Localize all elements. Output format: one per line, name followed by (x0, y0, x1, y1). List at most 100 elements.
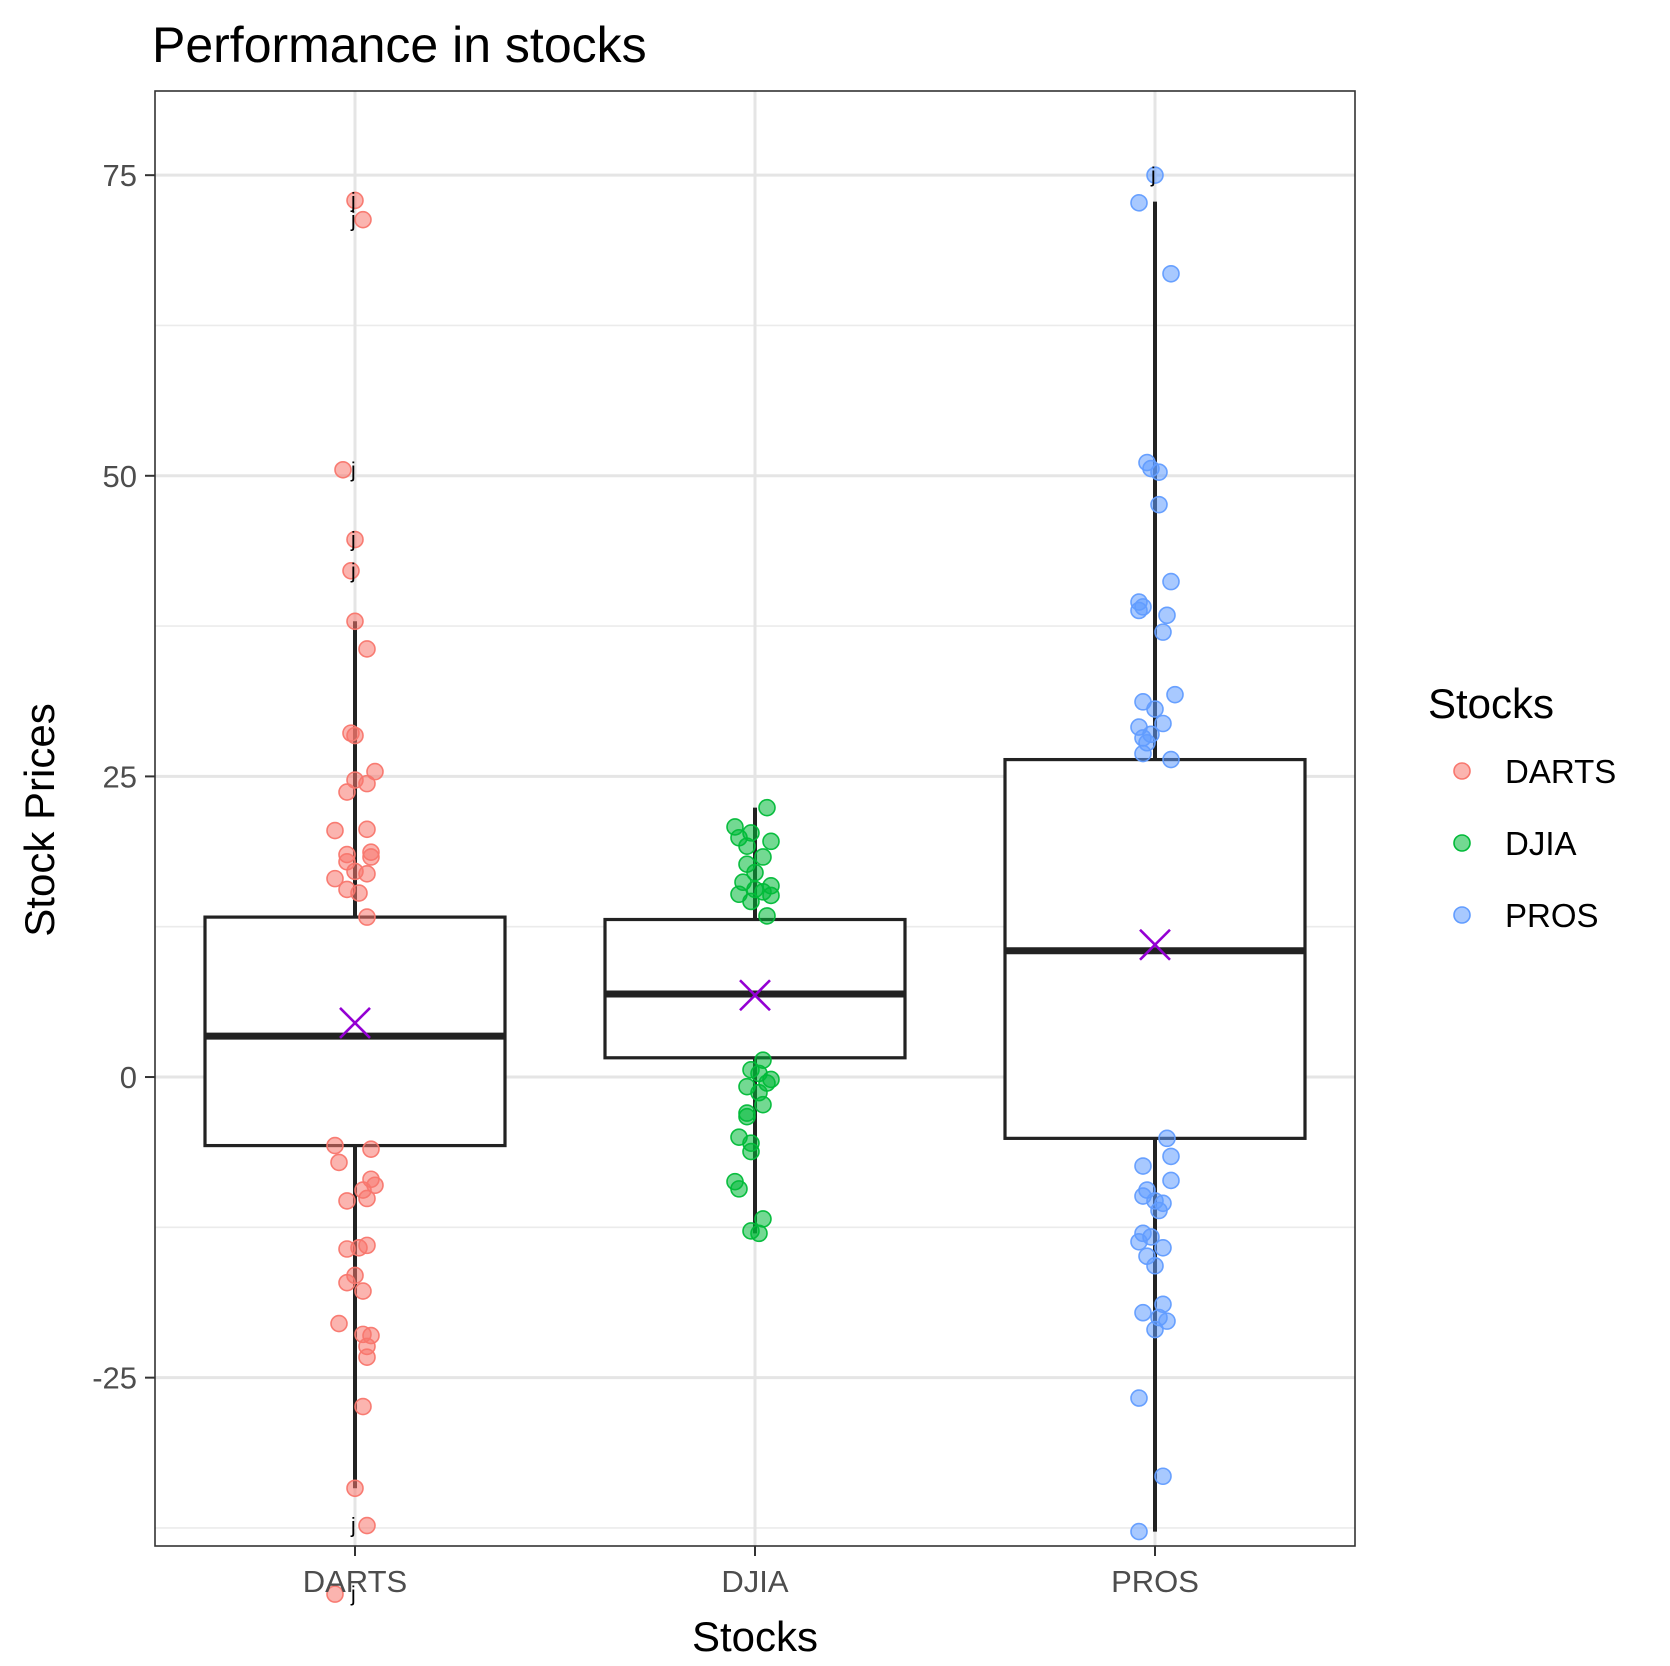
points-djia (726, 798, 780, 1243)
data-point (362, 848, 380, 866)
data-point (1150, 495, 1168, 514)
data-point (1162, 1171, 1180, 1190)
data-point (334, 460, 352, 479)
data-point (346, 612, 364, 631)
mean-marker-stroke (1139, 928, 1171, 961)
data-point (730, 1180, 748, 1198)
y-axis: 75 50 25 0 -25 (92, 158, 155, 1396)
data-point (758, 907, 776, 925)
outlier-label: j (350, 1515, 356, 1538)
outlier-label: j (350, 1583, 356, 1606)
box-pros (1003, 201, 1307, 1532)
legend-label: DARTS (1505, 753, 1616, 790)
data-point (738, 837, 756, 855)
y-tick-label: 25 (103, 759, 137, 794)
mean-marker (1139, 928, 1171, 961)
data-point (354, 1282, 372, 1300)
data-point (1162, 1147, 1180, 1166)
mean-marker (339, 1007, 371, 1039)
x-axis: DARTS DJIA PROS (303, 1546, 1199, 1599)
points-darts (326, 191, 384, 1603)
data-point (1150, 1201, 1168, 1220)
data-point (326, 821, 344, 840)
outlier-label: j (350, 560, 356, 583)
box-body (203, 915, 507, 1148)
boxes (203, 201, 1307, 1532)
data-point (746, 863, 764, 882)
data-point (358, 774, 376, 793)
outlier-label: j (350, 529, 356, 552)
data-point (1162, 750, 1180, 769)
data-point (1130, 194, 1148, 212)
box-darts (203, 621, 507, 1489)
y-axis-title: Stock Prices (16, 703, 63, 936)
data-point (358, 1348, 376, 1367)
data-point (1130, 1389, 1148, 1407)
data-point (346, 1479, 364, 1498)
data-point (358, 908, 376, 926)
data-point (1134, 1157, 1152, 1175)
data-point (762, 886, 780, 905)
y-tick-label: 0 (120, 1060, 137, 1095)
outlier-label: j (350, 459, 356, 482)
data-points (326, 166, 1184, 1603)
data-point (754, 848, 772, 866)
mean-marker-stroke (739, 979, 771, 1012)
data-point (762, 832, 780, 851)
data-point (1162, 264, 1180, 283)
data-point (358, 1189, 376, 1208)
data-point (738, 1107, 756, 1126)
data-point (1146, 1257, 1164, 1275)
chart-title: Performance in stocks (152, 17, 647, 73)
data-point (742, 892, 760, 911)
data-point (1134, 1303, 1152, 1322)
data-point (754, 1210, 772, 1228)
data-point (1130, 1232, 1148, 1251)
data-point (338, 1192, 356, 1210)
points-pros (1130, 166, 1184, 1541)
data-point (326, 1585, 344, 1603)
data-point (346, 530, 364, 549)
data-point (362, 1140, 380, 1158)
legend-item-darts: DARTS (1453, 753, 1616, 790)
legend-key (1453, 906, 1471, 924)
data-point (1158, 1129, 1176, 1148)
data-point (754, 1095, 772, 1114)
data-point (1158, 606, 1176, 625)
data-point (1150, 463, 1168, 481)
x-tick-label: DARTS (303, 1564, 408, 1599)
box-body (603, 917, 907, 1060)
data-point (346, 726, 364, 745)
legend-label: PROS (1505, 897, 1599, 934)
data-point (354, 210, 372, 229)
legend-key (1453, 834, 1471, 852)
mean-marker-stroke (339, 1007, 371, 1039)
data-point (1166, 685, 1184, 704)
legend-key (1453, 762, 1471, 780)
data-point (354, 1397, 372, 1416)
legend: Stocks DARTS DJIA PROS (1428, 680, 1616, 934)
y-tick-label: 50 (103, 459, 137, 494)
outlier-label: j (350, 189, 356, 212)
x-axis-title: Stocks (692, 1613, 818, 1660)
data-point (330, 1314, 348, 1333)
data-point (1130, 601, 1148, 620)
data-point (338, 783, 356, 801)
x-tick-label: PROS (1111, 1564, 1199, 1599)
y-tick-label: -25 (92, 1361, 137, 1396)
data-point (358, 1516, 376, 1535)
data-point (358, 865, 376, 883)
data-point (742, 1142, 760, 1161)
data-point (1146, 166, 1164, 184)
outlier-label: j (350, 209, 356, 232)
data-point (350, 884, 368, 902)
x-tick-label: DJIA (721, 1564, 789, 1599)
data-point (1154, 1467, 1172, 1486)
data-point (346, 191, 364, 210)
legend-label: DJIA (1505, 825, 1577, 862)
outlier-label: j (1150, 164, 1156, 187)
legend-title: Stocks (1428, 680, 1554, 727)
